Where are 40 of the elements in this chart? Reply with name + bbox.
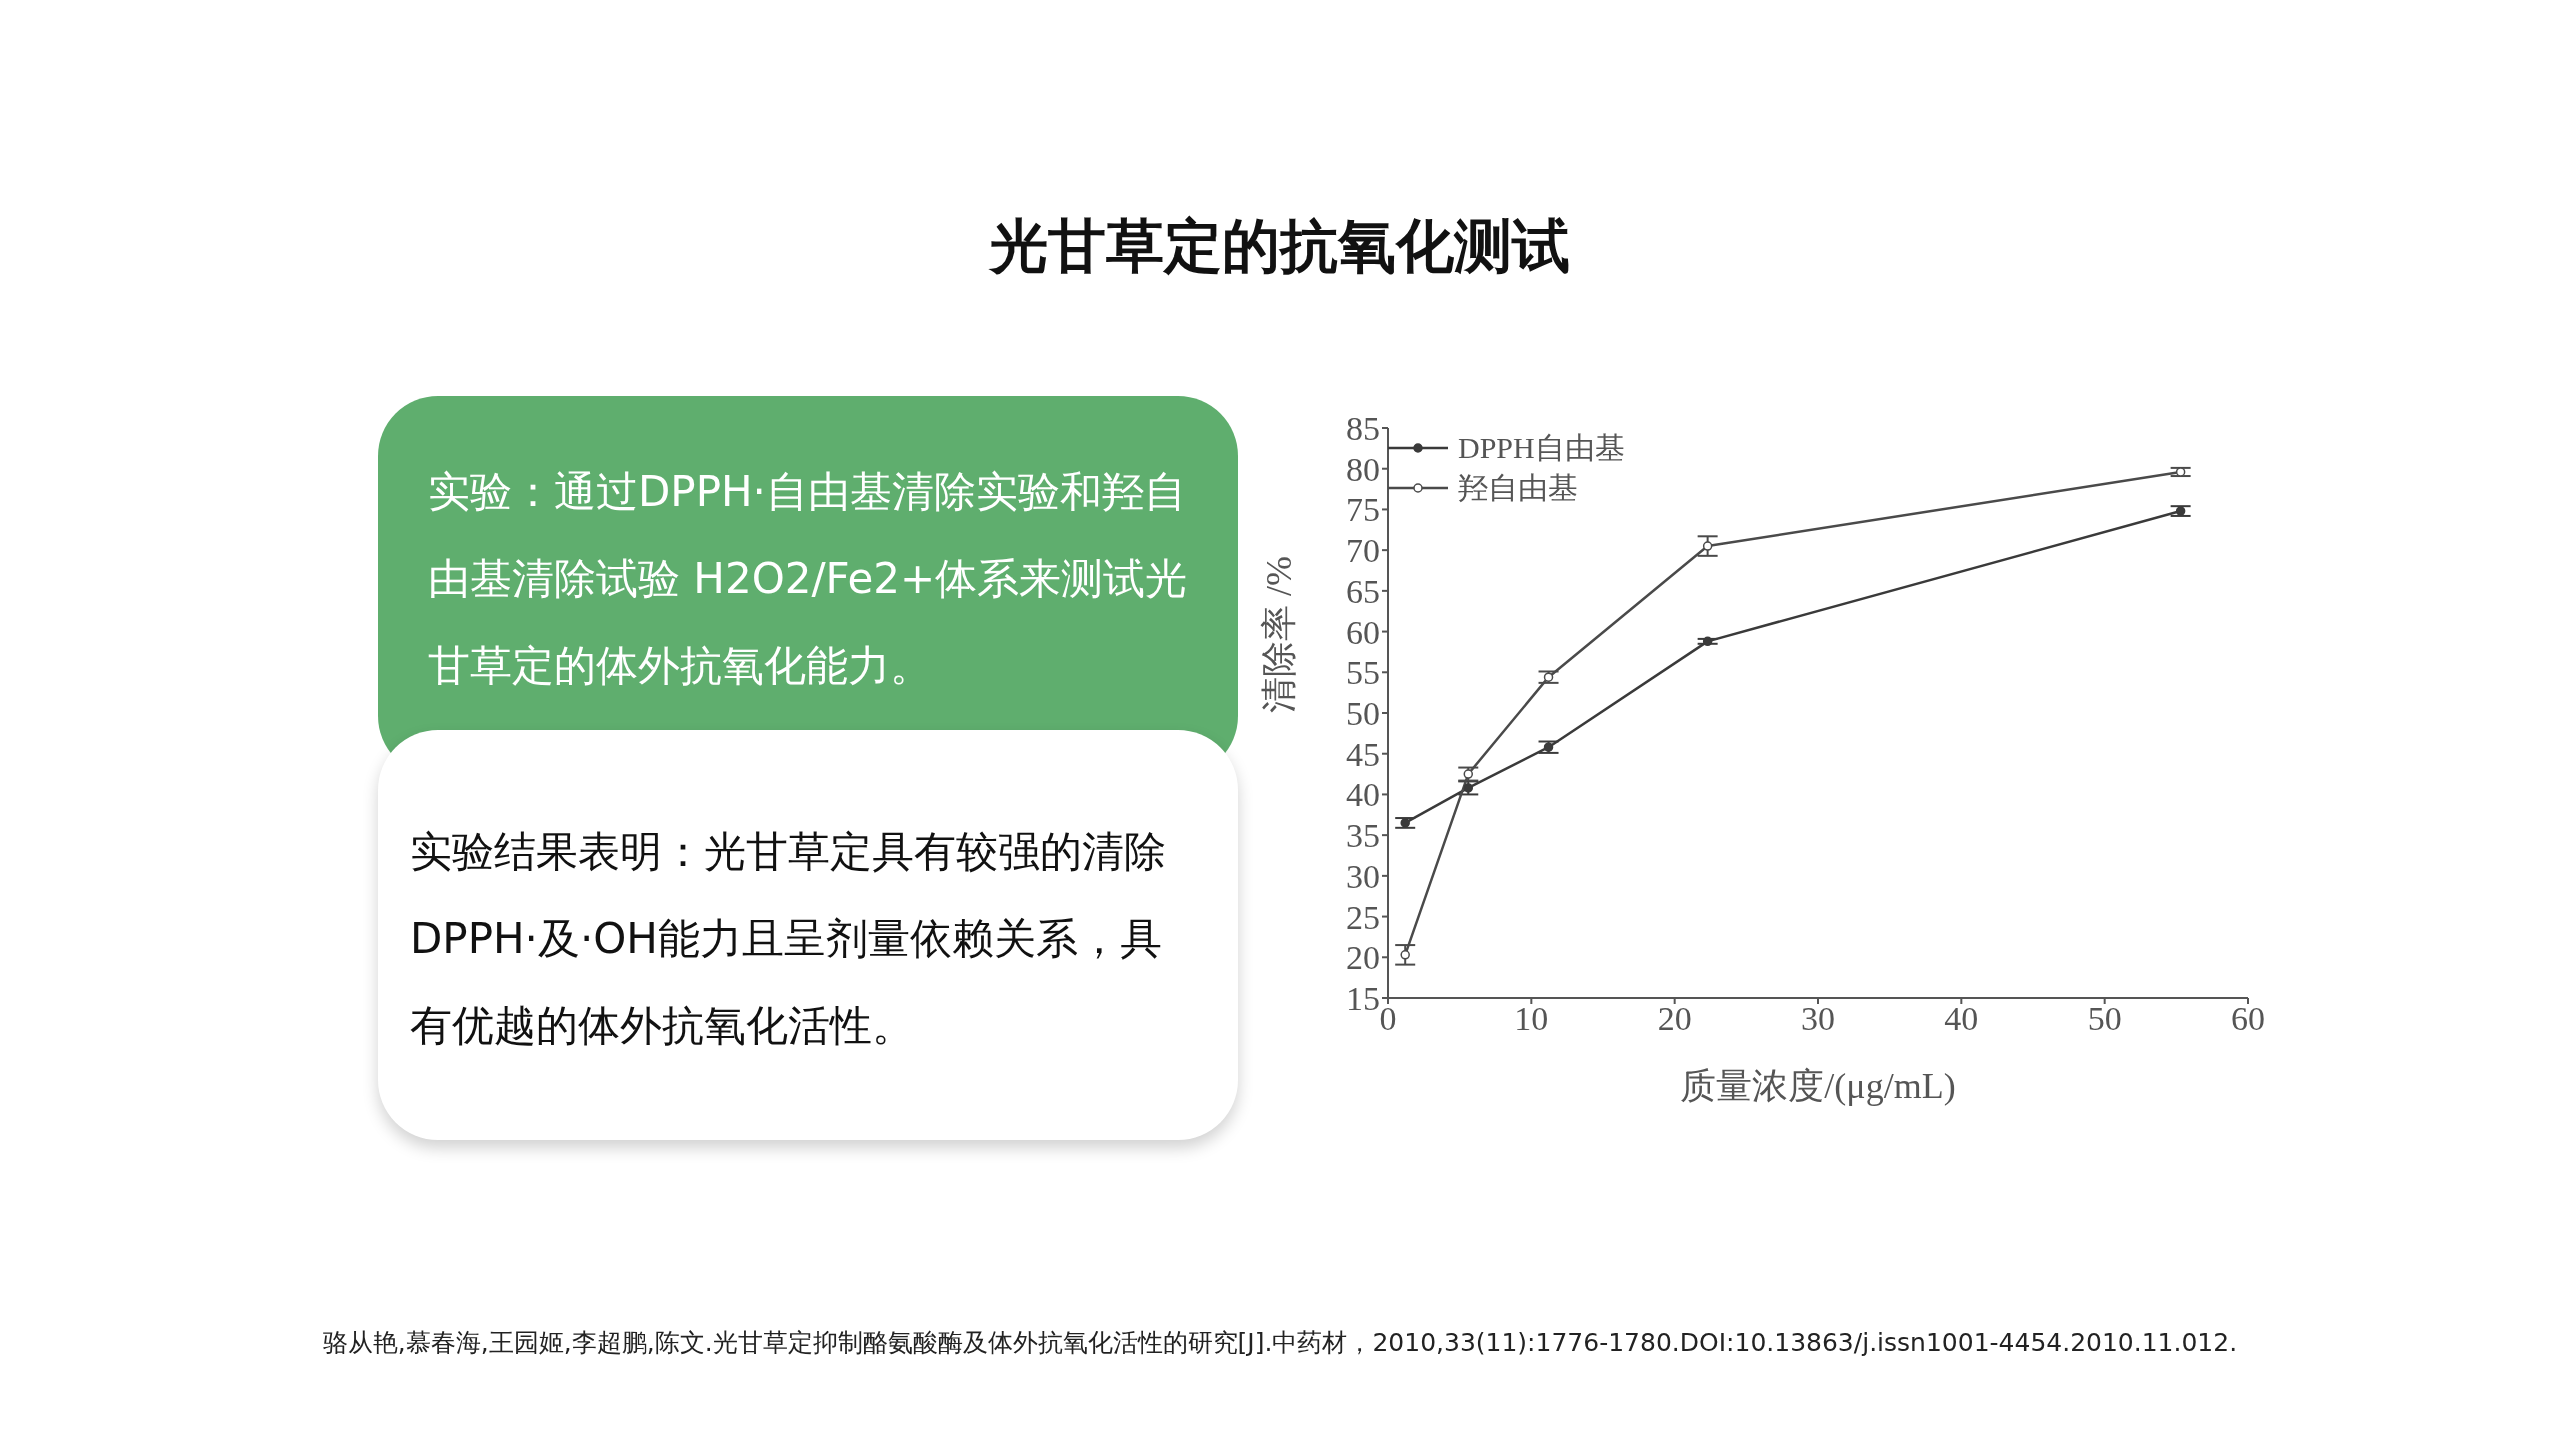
x-tick-label: 60 — [2231, 1000, 2265, 1038]
point — [1463, 783, 1474, 793]
point — [1702, 636, 1713, 647]
y-tick-label: 30 — [1346, 857, 1380, 895]
x-tick-label: 50 — [2087, 1000, 2122, 1038]
x-axis-title: 质量浓度/(μg/mL) — [1680, 1066, 1956, 1106]
y-tick-label: 15 — [1346, 980, 1380, 1018]
y-tick-label: 35 — [1346, 817, 1380, 855]
y-tick-label: 50 — [1346, 695, 1380, 733]
text: 实验结果表明：光甘草定具有较强的清除DPPH·及·OH能力且呈剂量依赖关系，具有优越的体外抗氧化活性。 — [410, 826, 1167, 1052]
text: 骆从艳,慕春海,王园姬,李超鹏,陈文.光甘草定抑制酪氨酸酶及体外抗氧化活性的研究[J].中药材，2010,33(11):1776-1780.DOI:10.13863/j.issn1001-4454.2010.11.012. — [321, 1327, 2239, 1359]
point — [1702, 541, 1713, 551]
legend-label: DPPH自由基 — [1458, 429, 1625, 466]
point — [1400, 950, 1410, 960]
y-tick-label: 25 — [1346, 898, 1380, 936]
y-tick-label: 45 — [1346, 735, 1380, 773]
y-tick-label: 75 — [1346, 491, 1380, 529]
y-tick-label: 85 — [1346, 410, 1380, 448]
x-tick-label: 20 — [1657, 1000, 1692, 1038]
y-tick-label: 60 — [1346, 613, 1380, 651]
point — [2175, 467, 2186, 477]
y-axis-title: 清除率 /% — [1258, 556, 1299, 713]
point — [1400, 818, 1410, 828]
point — [2175, 506, 2186, 516]
x-tick-label: 10 — [1514, 1000, 1549, 1038]
y-tick-label: 70 — [1346, 532, 1380, 570]
x-tick-label: 0 — [1379, 1000, 1397, 1038]
y-tick-label: 55 — [1346, 654, 1380, 692]
y-tick-label: 80 — [1346, 450, 1380, 488]
y-tick-label: 65 — [1346, 572, 1380, 610]
point — [1543, 742, 1554, 752]
x-tick-label: 30 — [1801, 1000, 1835, 1038]
point — [1463, 769, 1474, 779]
chart-title: 光甘草定的抗氧化测试 — [988, 211, 1571, 282]
legend-label: 羟自由基 — [1458, 469, 1578, 506]
y-tick-label: 20 — [1346, 939, 1380, 977]
point — [1543, 672, 1554, 682]
text: 实验：通过DPPH·自由基清除实验和羟自由基清除试验 H2O2/Fe2+体系来测试光甘草定的体外抗氧化能力。 — [428, 466, 1189, 692]
y-tick-label: 40 — [1346, 776, 1380, 814]
x-tick-label: 40 — [1944, 1000, 1979, 1038]
